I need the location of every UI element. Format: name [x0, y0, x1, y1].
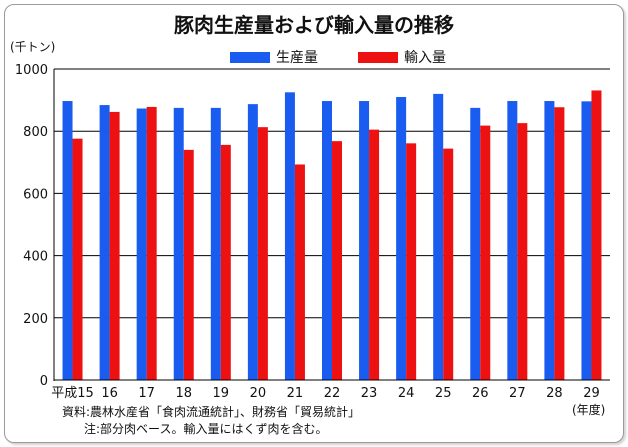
x-tick-label-7: 22: [324, 386, 341, 401]
bar-import-6: [294, 164, 305, 380]
bar-production-13: [544, 101, 555, 381]
x-tick-label-1: 16: [101, 386, 118, 401]
legend-label-import: 輸入量: [404, 50, 446, 66]
bar-import-10: [443, 148, 454, 380]
bar-import-12: [517, 123, 528, 380]
bar-production-8: [359, 101, 370, 381]
x-tick-label-6: 21: [287, 386, 304, 401]
x-tick-label-12: 27: [509, 386, 526, 401]
bar-production-6: [284, 92, 295, 380]
bar-production-3: [173, 107, 184, 380]
bar-production-12: [507, 101, 518, 381]
bar-production-7: [322, 101, 332, 381]
legend-swatch-production: [230, 52, 270, 63]
x-tick-label-10: 25: [435, 386, 452, 401]
legend-label-production: 生産量: [276, 50, 318, 66]
bar-production-4: [210, 107, 221, 380]
bar-production-2: [136, 108, 147, 380]
x-tick-label-5: 20: [250, 386, 267, 401]
bar-production-1: [99, 105, 110, 381]
x-tick-label-2: 17: [138, 386, 155, 401]
x-tick-labels: 平成15 16 17 18 19 20 21 22 23 24 25 26 27 28 29: [51, 386, 599, 401]
x-tick-label-0: 平成15: [51, 386, 94, 401]
bar-production-10: [433, 93, 444, 380]
source-note: 資料:農林水産省「食肉流通統計」、財務省「貿易統計」: [62, 404, 360, 419]
bar-production-14: [581, 101, 592, 381]
y-tick-label-400: 400: [23, 250, 48, 265]
bar-import-7: [332, 141, 342, 380]
chart-title: 豚肉生産量および輸入量の推移: [174, 13, 454, 37]
bar-production-5: [247, 104, 258, 380]
legend-swatch-import: [358, 52, 398, 63]
bar-import-2: [146, 106, 157, 380]
bar-import-4: [220, 144, 231, 380]
bar-import-0: [72, 138, 83, 380]
y-tick-label-200: 200: [23, 312, 48, 327]
x-tick-label-13: 28: [546, 386, 563, 401]
x-tick-label-3: 18: [175, 386, 192, 401]
bar-import-5: [257, 127, 268, 380]
bar-import-9: [406, 143, 417, 380]
x-tick-label-14: 29: [583, 386, 600, 401]
bar-import-14: [591, 90, 602, 381]
x-tick-label-11: 26: [472, 386, 489, 401]
bar-import-3: [183, 149, 194, 380]
bar-production-11: [470, 107, 481, 380]
y-axis-unit: (千トン): [10, 40, 55, 54]
bar-import-11: [480, 125, 491, 381]
y-tick-label-600: 600: [23, 187, 48, 202]
x-axis-unit: (年度): [572, 402, 605, 417]
footnote: 注:部分肉ベース。輸入量にはくず肉を含む。: [84, 421, 327, 436]
bar-production-0: [62, 101, 73, 381]
bar-import-8: [369, 129, 380, 380]
y-tick-labels: 0 200 400 600 800 1000: [15, 63, 48, 389]
x-tick-label-9: 24: [398, 386, 415, 401]
bar-import-1: [109, 111, 120, 380]
x-tick-label-4: 19: [213, 386, 230, 401]
x-tick-label-8: 23: [361, 386, 378, 401]
y-tick-label-0: 0: [40, 374, 48, 389]
bar-import-13: [554, 107, 565, 381]
bar-production-9: [396, 96, 407, 381]
y-tick-label-1000: 1000: [15, 63, 48, 78]
y-tick-label-800: 800: [23, 125, 48, 140]
bars: [62, 90, 602, 381]
